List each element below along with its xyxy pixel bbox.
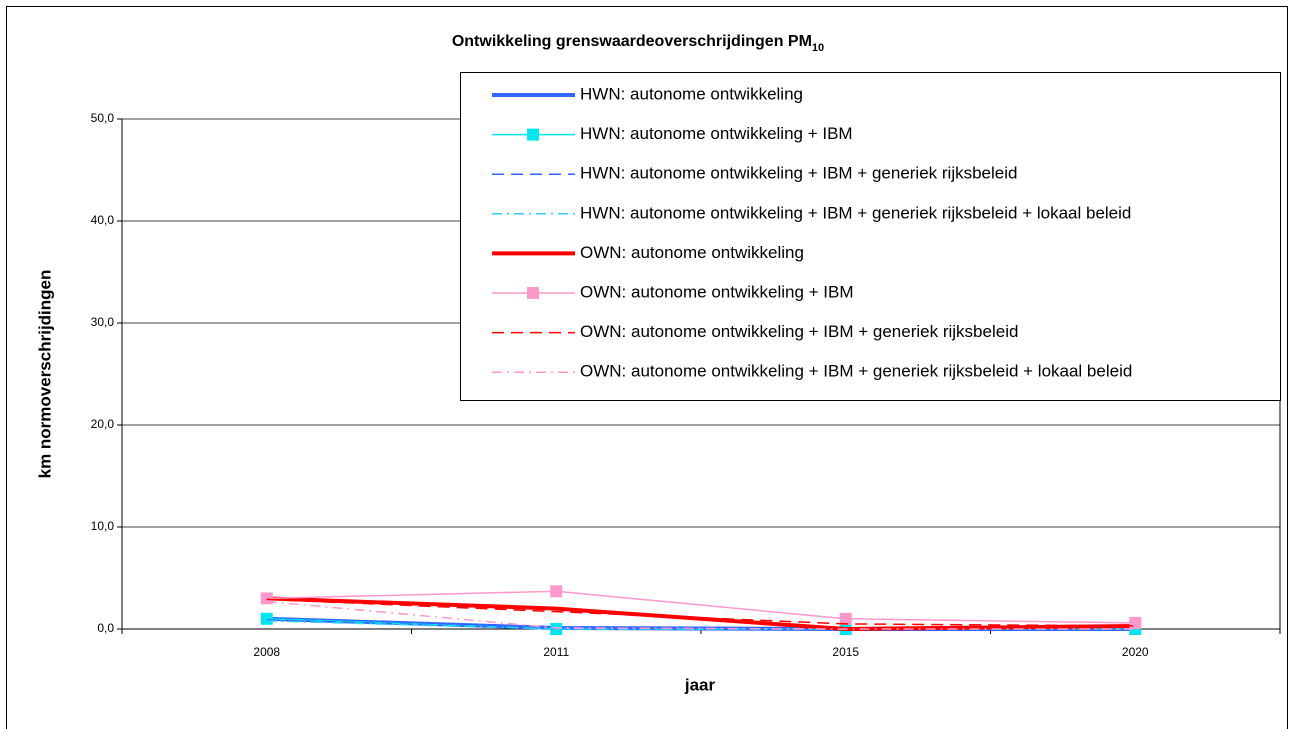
x-axis-label: jaar <box>684 675 716 694</box>
y-tick-label: 20,0 <box>91 417 115 431</box>
legend-box <box>460 72 1281 401</box>
x-tick-label: 2015 <box>832 645 859 659</box>
y-tick-label: 10,0 <box>91 519 115 533</box>
legend-marker <box>527 287 539 299</box>
x-tick-label: 2020 <box>1122 645 1149 659</box>
title-subscript: 10 <box>812 42 824 54</box>
series-line <box>266 590 1136 624</box>
series-marker <box>839 612 852 625</box>
x-tick-label: 2011 <box>543 645 569 659</box>
series-line <box>266 598 1136 627</box>
series-marker <box>260 592 273 605</box>
legend-label: OWN: autonome ontwikkeling + IBM + gener… <box>580 322 1018 341</box>
y-tick-label: 30,0 <box>91 315 115 329</box>
legend-label: OWN: autonome ontwikkeling + IBM + gener… <box>580 362 1132 381</box>
legend-label: HWN: autonome ontwikkeling <box>580 84 803 103</box>
y-tick-label: 50,0 <box>91 111 115 125</box>
series-line <box>266 596 1136 632</box>
x-tick-label: 2008 <box>253 645 280 659</box>
legend-label: OWN: autonome ontwikkeling <box>580 243 804 262</box>
y-tick-label: 0,0 <box>97 621 114 635</box>
y-axis-label: km normoverschrijdingen <box>35 270 54 479</box>
series-marker <box>550 585 563 598</box>
legend-label: HWN: autonome ontwikkeling + IBM + gener… <box>580 203 1131 222</box>
legend-label: HWN: autonome ontwikkeling + IBM <box>580 124 853 143</box>
chart-title: Ontwikkeling grenswaardeoverschrijdingen… <box>452 33 824 54</box>
legend-label: HWN: autonome ontwikkeling + IBM + gener… <box>580 164 1017 183</box>
legend-label: OWN: autonome ontwikkeling + IBM <box>580 282 854 301</box>
series-marker <box>260 612 273 625</box>
series-line <box>266 620 1136 630</box>
legend-marker <box>527 128 539 141</box>
y-tick-label: 40,0 <box>91 213 115 227</box>
title-main: Ontwikkeling grenswaardeoverschrijdingen… <box>452 33 812 50</box>
series-marker <box>1129 616 1142 629</box>
